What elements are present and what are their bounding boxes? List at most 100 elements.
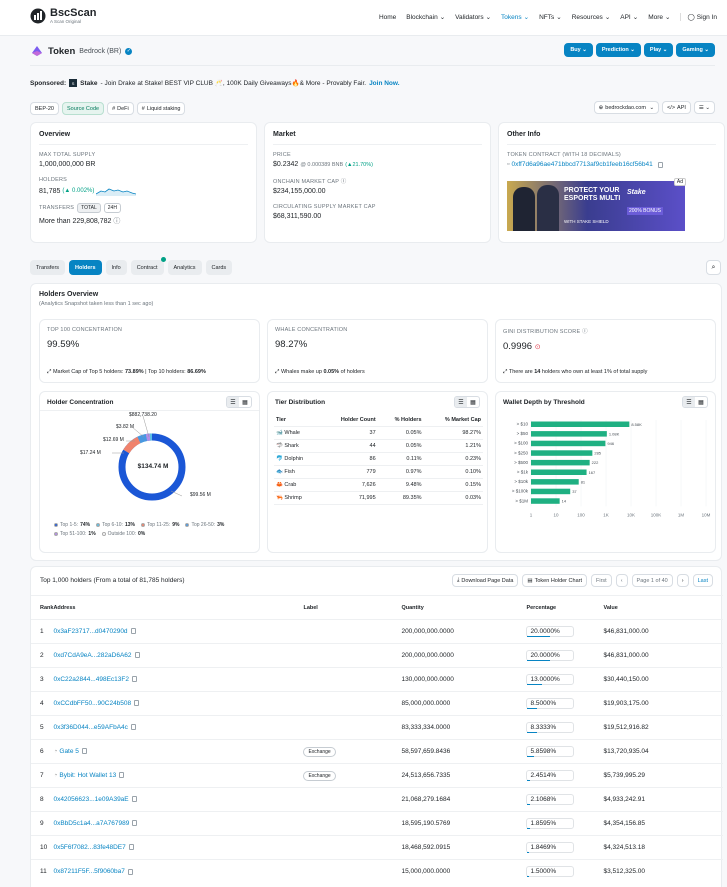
legend-item[interactable]: Top 26-50: 3% [185, 522, 224, 528]
transfer-tab-24h[interactable]: 24H [103, 203, 121, 213]
tab-cards[interactable]: Cards [205, 260, 233, 275]
api-button[interactable]: </> API [662, 101, 691, 114]
tier-row: 🐬 Dolphin 86 0.11% 0.23% [274, 452, 483, 466]
legend-item[interactable]: Top 1-5: 74% [54, 522, 90, 528]
percentage-badge: 2.1068% [526, 794, 575, 805]
depth-bar[interactable] [531, 431, 607, 437]
address-link[interactable]: 0x42056623...1e09A39aE [53, 796, 129, 803]
address-link[interactable]: 0xBbD5c1a4...a7A767989 [53, 820, 130, 827]
address-link[interactable]: 0xd7CdA9eA...282aD6A62 [53, 652, 132, 659]
copy-icon[interactable] [131, 796, 137, 803]
depth-bar[interactable] [531, 440, 606, 447]
download-button[interactable]: ⤓ Download Page Data [451, 574, 519, 587]
play-button[interactable]: Play ⌄ [643, 43, 674, 57]
main-nav: Home Blockchain ⌄ Validators ⌄ Tokens ⌄ NFT… [369, 13, 717, 21]
x-tick-label: 1M [678, 512, 685, 517]
sign-in-link[interactable]: ◯ Sign In [680, 13, 717, 21]
holder-chart-button[interactable]: ▤ Token Holder Chart [522, 574, 587, 587]
nav-nfts[interactable]: NFTs ⌄ [539, 13, 562, 22]
market-card: Market PRICE $0.2342 @ 0.000389 BNB (▲21… [264, 122, 491, 243]
list-view-icon[interactable]: ☰ [683, 397, 695, 407]
address-link[interactable]: 0x3aF23717...d0470290d [53, 628, 128, 635]
nav-home[interactable]: Home [378, 13, 397, 21]
nav-validators[interactable]: Validators ⌄ [455, 13, 492, 22]
buy-button[interactable]: Buy ⌄ [564, 43, 593, 57]
label-chip[interactable]: Exchange [303, 771, 336, 781]
percentage-cell: 2.1068% [526, 787, 604, 812]
legend-item[interactable]: Top 6-10: 13% [96, 522, 135, 528]
address-link[interactable]: 0xCCdbFF50...90C24b508 [53, 700, 132, 707]
depth-bar[interactable] [531, 488, 571, 495]
percentage-bar [527, 755, 534, 757]
copy-icon[interactable] [131, 676, 137, 683]
list-view-icon[interactable]: ☰ [455, 397, 467, 407]
grid-view-icon[interactable]: ▦ [470, 399, 476, 406]
gaming-button[interactable]: Gaming ⌄ [676, 43, 715, 57]
depth-bar[interactable] [531, 469, 587, 476]
more-options-button[interactable]: ☰ ⌄ [693, 101, 715, 114]
legend-item[interactable]: Top 11-25: 9% [140, 522, 179, 528]
address-link[interactable]: 0x87211F5F...5f9060ba7 [53, 868, 125, 876]
nav-blockchain[interactable]: Blockchain ⌄ [406, 13, 446, 22]
tag-bep20[interactable]: BEP-20 [30, 102, 59, 115]
tag-liquid-staking[interactable]: # Liquid staking [136, 102, 186, 115]
label-chip[interactable]: Exchange [303, 747, 336, 757]
filter-search-button[interactable]: ⌕ [706, 260, 721, 275]
transfer-tab-total[interactable]: TOTAL [77, 203, 101, 213]
depth-bar[interactable] [531, 479, 579, 485]
address-link[interactable]: 0x5F6f7082...83fe48DE7 [53, 844, 126, 851]
stake-ad-banner[interactable]: PROTECT YOUR ESPORTS MULTI WITH STAKE SH… [507, 181, 685, 231]
ad-badge: Ad [673, 178, 686, 186]
tab-analytics[interactable]: Analytics [167, 260, 202, 275]
legend-item[interactable]: Outside 100: 0% [101, 531, 145, 537]
copy-icon[interactable] [127, 868, 133, 875]
copy-icon[interactable] [128, 844, 134, 851]
quantity-cell: 15,000,000.0000 [401, 859, 527, 884]
info-icon: ⓘ [113, 218, 121, 225]
tab-holders[interactable]: Holders [69, 260, 102, 275]
contract-address-link[interactable]: 0xff7d6a96ae471bbcd7713af9cb1feeb16cf56b… [511, 161, 653, 168]
logo[interactable]: BscScan A Scan Original [30, 8, 96, 24]
prediction-button[interactable]: Prediction ⌄ [595, 43, 641, 57]
nav-resources[interactable]: Resources ⌄ [571, 13, 611, 22]
legend-item[interactable]: Top 51-100: 1% [54, 531, 96, 537]
list-view-icon[interactable]: ☰ [227, 397, 239, 407]
address-link[interactable]: 0x3f36D044...e59AFbA4c [53, 724, 128, 731]
quantity-cell: 83,333,334.0000 [401, 715, 527, 740]
depth-bar[interactable] [531, 421, 630, 428]
first-page-button[interactable]: First [591, 574, 612, 587]
depth-bar[interactable] [531, 459, 590, 466]
tab-contract[interactable]: Contract [130, 257, 166, 275]
address-link[interactable]: 0xC22a2844...498Ec13F2 [53, 676, 129, 683]
tab-transfers[interactable]: Transfers [30, 260, 66, 275]
copy-icon[interactable] [119, 772, 125, 779]
nav-tokens[interactable]: Tokens ⌄ [501, 13, 530, 22]
tag-source-code[interactable]: Source Code [61, 102, 105, 115]
grid-view-icon[interactable]: ▦ [242, 399, 248, 406]
copy-icon[interactable] [132, 820, 138, 827]
prev-page-button[interactable]: ‹ [615, 574, 628, 587]
address-link[interactable]: Bybit: Hot Wallet 13 [59, 772, 117, 779]
copy-icon[interactable] [130, 628, 136, 635]
address-link[interactable]: Gate 5 [59, 748, 79, 755]
legend-dot-icon [185, 523, 190, 527]
copy-icon[interactable] [657, 161, 663, 168]
last-page-button[interactable]: Last [692, 574, 713, 587]
col-label: Label [303, 595, 402, 620]
legend-name: Top 26-50: [191, 522, 216, 528]
tag-defi[interactable]: # DeFi [107, 102, 134, 115]
tier-holders-pct: 0.11% [377, 452, 424, 466]
copy-icon[interactable] [81, 748, 87, 755]
nav-api[interactable]: API ⌄ [620, 13, 639, 22]
nav-more[interactable]: More ⌄ [648, 13, 671, 22]
join-now-link[interactable]: Join Now. [369, 79, 400, 87]
depth-bar[interactable] [531, 498, 560, 504]
website-button[interactable]: ⊕ bedrockdao.com ⌄ [593, 101, 660, 114]
copy-icon[interactable] [134, 652, 140, 659]
depth-bar[interactable] [531, 450, 593, 456]
grid-view-icon[interactable]: ▦ [698, 399, 704, 406]
copy-icon[interactable] [134, 700, 140, 707]
tab-info[interactable]: Info [105, 260, 127, 275]
copy-icon[interactable] [130, 724, 136, 731]
next-page-button[interactable]: › [676, 574, 689, 587]
